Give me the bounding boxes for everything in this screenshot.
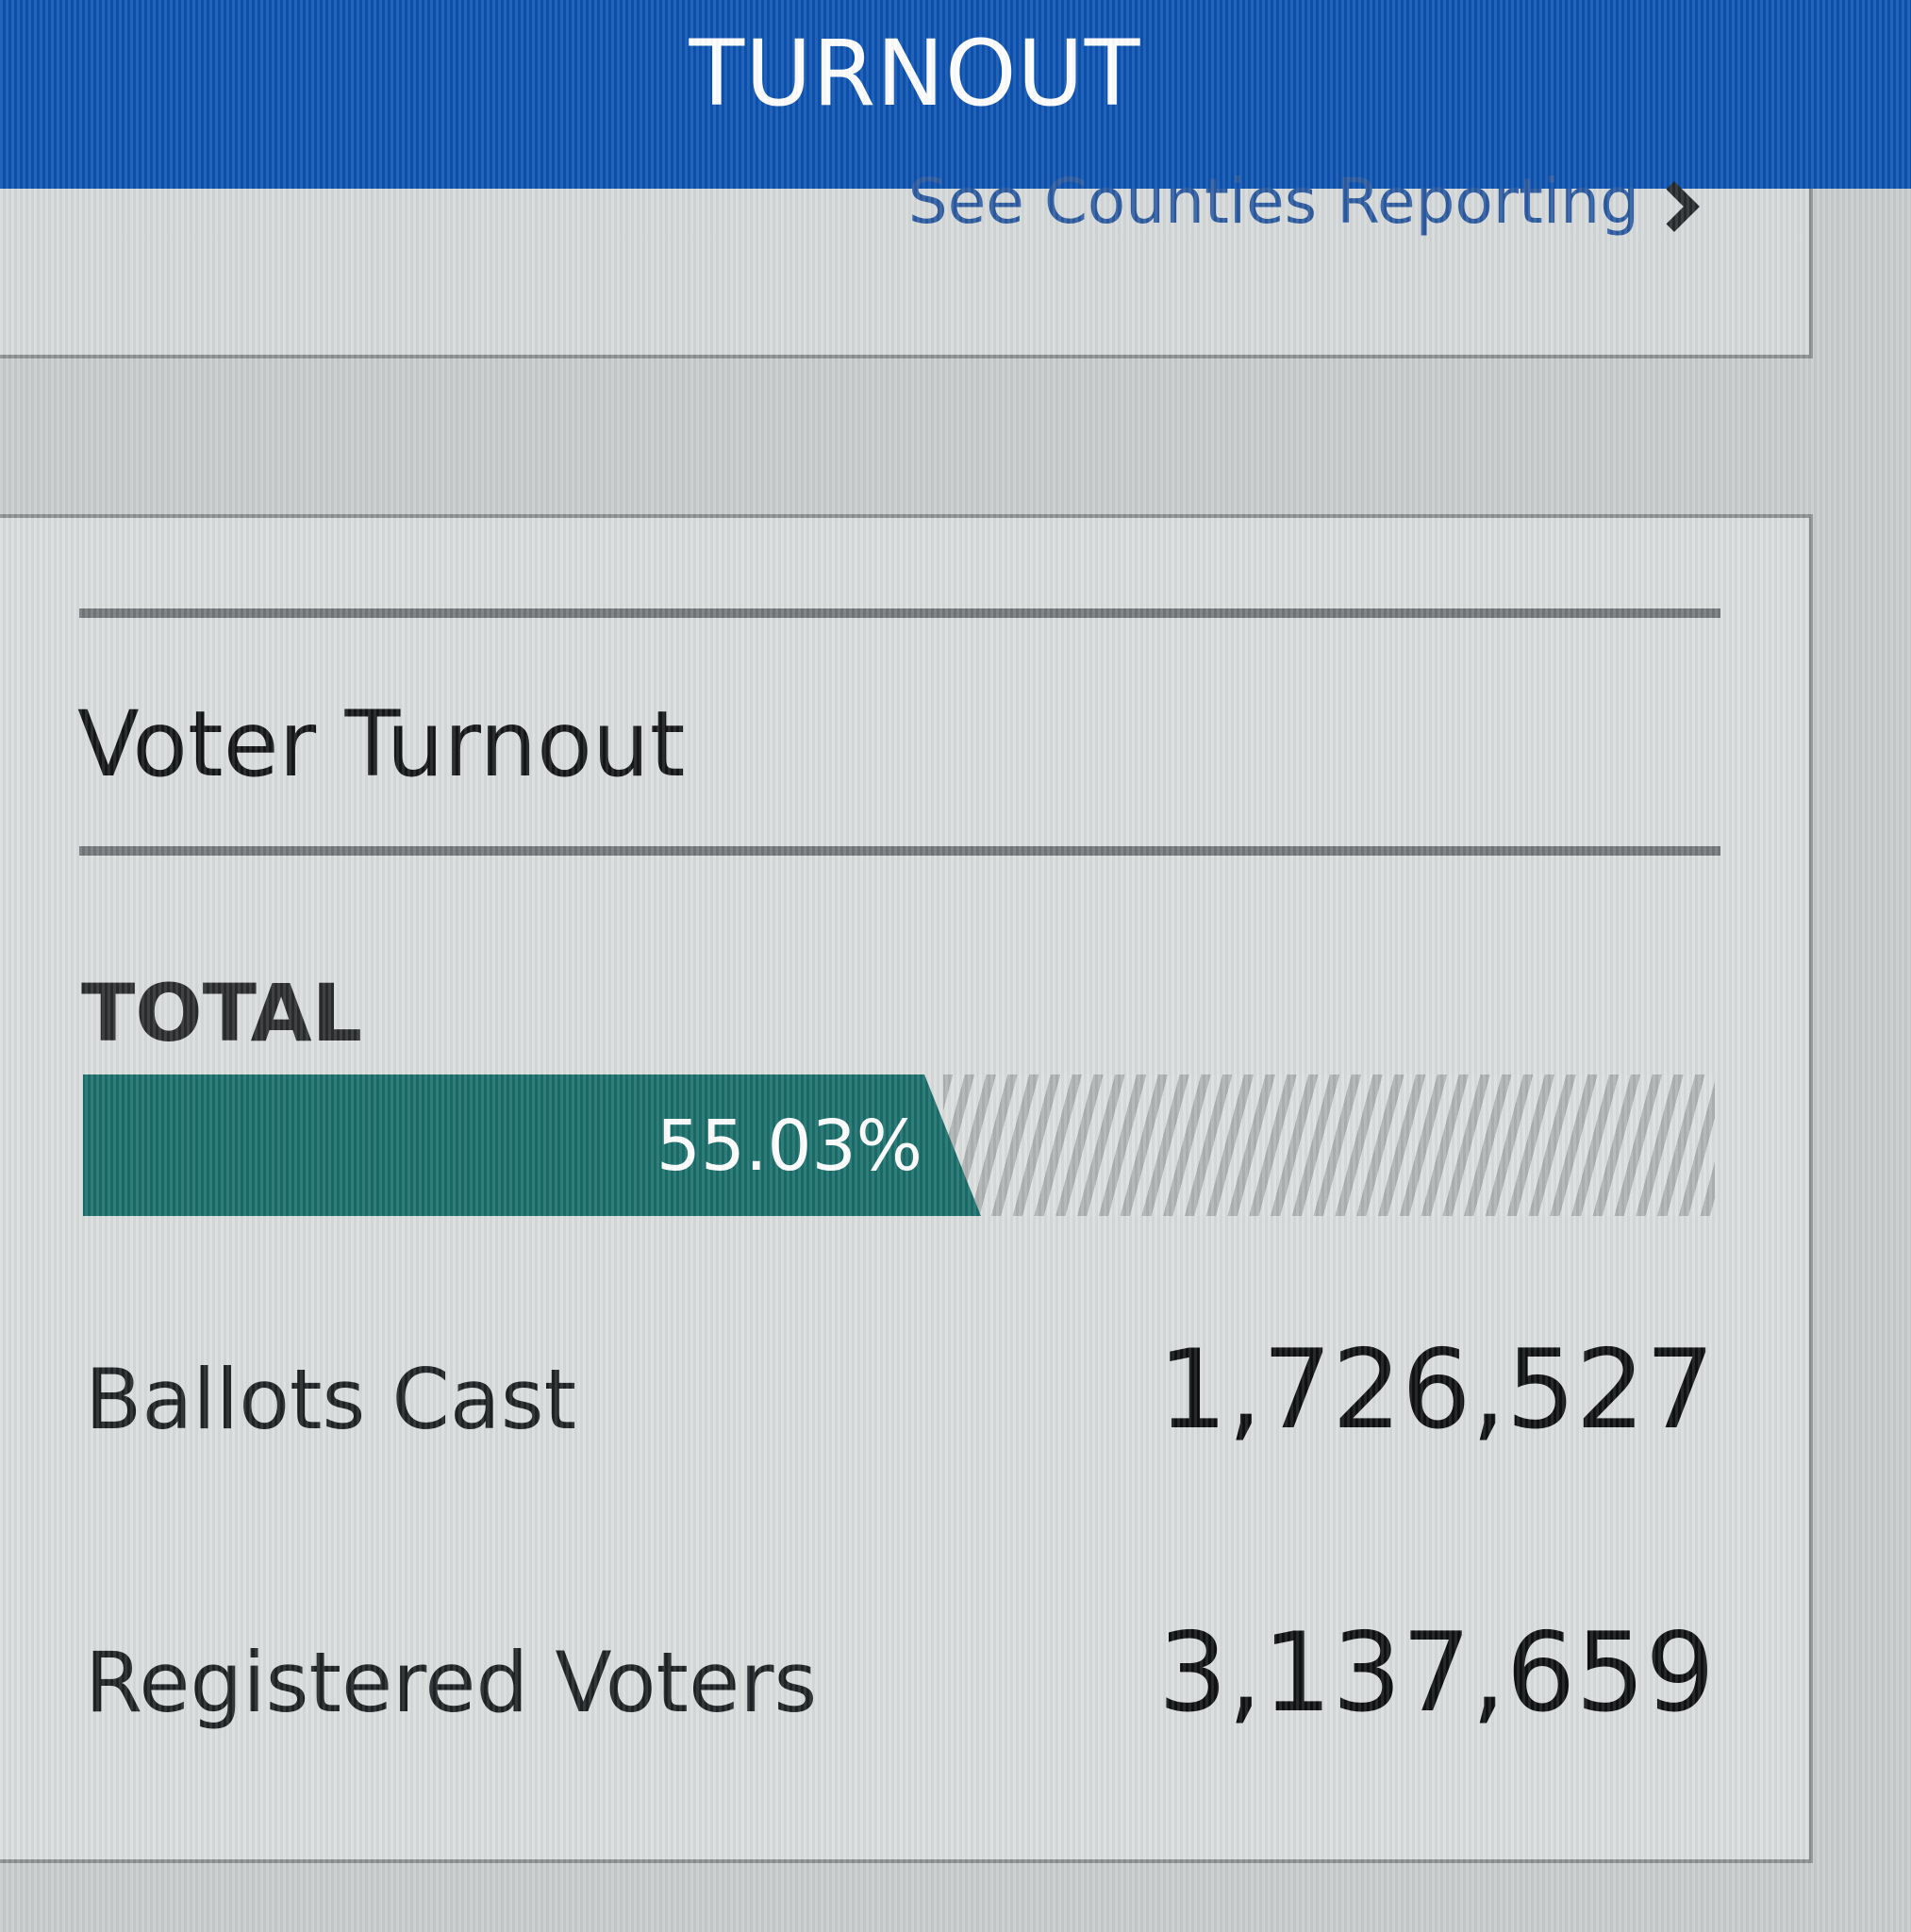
divider-bottom <box>79 846 1720 856</box>
divider-top <box>79 608 1720 618</box>
section-title: Voter Turnout <box>77 691 686 797</box>
turnout-progress-remainder <box>943 1074 1715 1216</box>
header-bar: TURNOUT <box>0 0 1911 189</box>
turnout-progress-bar: 55.03% <box>83 1074 1715 1216</box>
turnout-percent: 55.03% <box>656 1106 922 1187</box>
reporting-card: See Counties Reporting <box>0 165 1813 358</box>
page-title: TURNOUT <box>689 21 1141 126</box>
total-label: TOTAL <box>81 967 363 1059</box>
chevron-right-icon <box>1649 181 1700 232</box>
registered-voters-label: Registered Voters <box>85 1634 818 1731</box>
ballots-cast-label: Ballots Cast <box>85 1351 577 1448</box>
registered-voters-value: 3,137,659 <box>1157 1609 1715 1737</box>
see-counties-reporting-link[interactable]: See Counties Reporting <box>907 164 1700 240</box>
see-counties-reporting-label: See Counties Reporting <box>907 165 1639 238</box>
voter-turnout-card: Voter Turnout TOTAL 55.03% Ballots Cast … <box>0 514 1813 1863</box>
ballots-cast-value: 1,726,527 <box>1157 1326 1715 1454</box>
turnout-progress-fill: 55.03% <box>83 1074 981 1216</box>
